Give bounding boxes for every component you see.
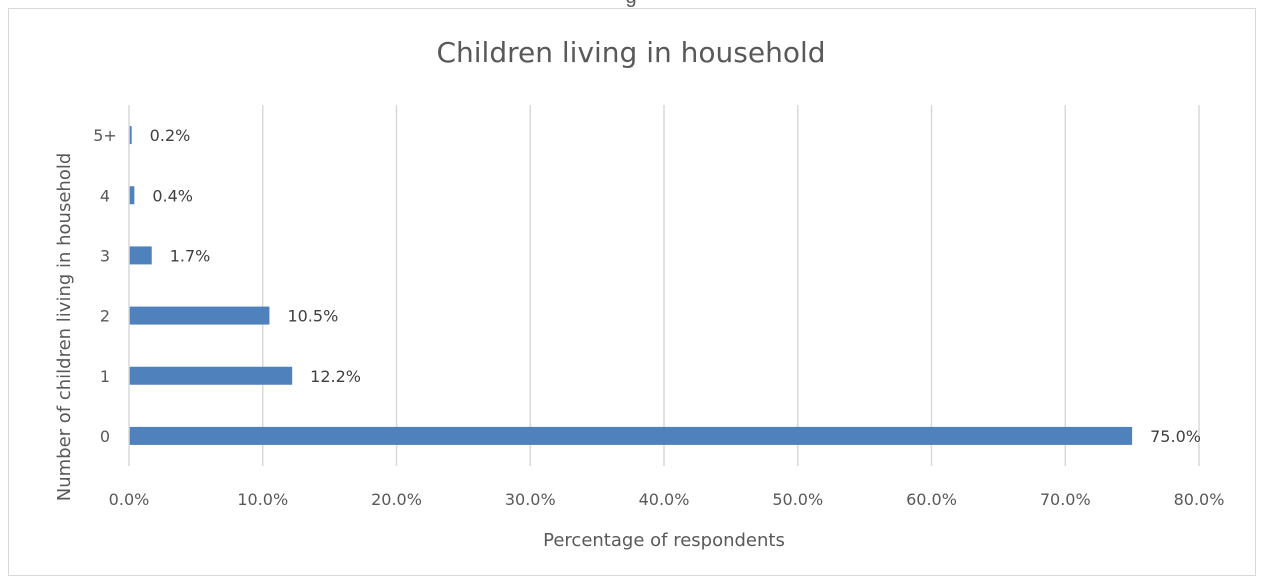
x-tick-label: 70.0%	[1040, 490, 1091, 509]
bar	[129, 246, 152, 265]
y-tick-label: 0	[100, 427, 110, 446]
bar	[129, 126, 132, 145]
x-tick-label: 40.0%	[639, 490, 690, 509]
bar	[129, 426, 1133, 445]
y-tick-label: 4	[100, 186, 110, 205]
x-tick-label: 10.0%	[237, 490, 288, 509]
bar-data-label: 12.2%	[310, 367, 361, 386]
x-tick-label: 50.0%	[772, 490, 823, 509]
y-tick-labels: 5+ 4 3 2 1 0	[93, 126, 117, 446]
bar-data-label: 10.5%	[287, 307, 338, 326]
y-tick-label: 2	[100, 307, 110, 326]
chart-title: Children living in household	[436, 36, 825, 69]
x-tick-label: 80.0%	[1174, 490, 1225, 509]
y-tick-label: 3	[100, 246, 110, 265]
x-tick-label: 0.0%	[109, 490, 150, 509]
bar	[129, 366, 293, 385]
x-axis-title: Percentage of respondents	[543, 530, 785, 551]
y-tick-label: 5+	[93, 126, 117, 145]
bar	[129, 186, 135, 205]
bar-data-label: 0.2%	[150, 126, 191, 145]
y-axis-title: Number of children living in household	[54, 153, 75, 502]
bars	[129, 126, 1133, 445]
chart-frame	[8, 8, 1256, 576]
x-tick-label: 30.0%	[505, 490, 556, 509]
x-tick-label: 20.0%	[371, 490, 422, 509]
bar	[129, 306, 270, 325]
bar-data-label: 75.0%	[1150, 427, 1201, 446]
clipped-text-fragment: g	[0, 0, 1262, 9]
grid-lines	[262, 105, 1200, 466]
data-labels: 0.2% 0.4% 1.7% 10.5% 12.2% 75.0%	[150, 126, 1201, 446]
y-tick-label: 1	[100, 367, 110, 386]
x-tick-labels: 0.0% 10.0% 20.0% 30.0% 40.0% 50.0% 60.0% 70.0% 8…	[109, 490, 1225, 509]
bar-data-label: 0.4%	[152, 186, 193, 205]
x-tick-label: 60.0%	[906, 490, 957, 509]
bar-data-label: 1.7%	[170, 246, 211, 265]
